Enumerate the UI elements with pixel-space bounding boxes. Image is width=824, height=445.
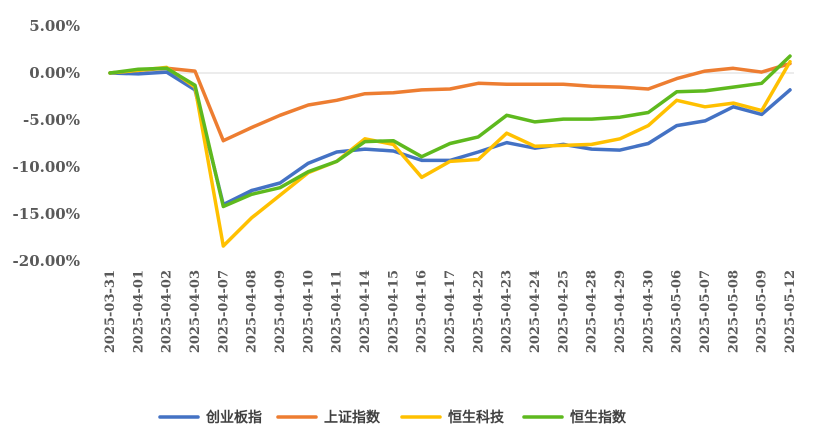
x-tick-label: 2025-04-03 <box>188 270 203 353</box>
x-tick-label: 2025-04-15 <box>386 270 401 353</box>
series-line-4 <box>108 54 792 209</box>
x-tick-label: 2025-04-25 <box>556 270 571 353</box>
legend-label: 创业板指 <box>205 409 262 426</box>
x-tick-label: 2025-04-24 <box>528 270 543 353</box>
legend-label: 恒生指数 <box>570 409 627 426</box>
x-tick-label: 2025-04-11 <box>330 270 345 353</box>
series-lines <box>108 54 792 248</box>
legend-item-1: 创业板指 <box>158 409 262 426</box>
x-tick-label: 2025-04-01 <box>131 270 146 353</box>
x-tick-label: 2025-05-07 <box>698 270 713 353</box>
x-tick-label: 2025-04-07 <box>216 270 231 353</box>
x-tick-label: 2025-05-12 <box>783 270 798 353</box>
x-tick-label: 2025-04-28 <box>585 270 600 353</box>
x-tick-label: 2025-04-30 <box>641 270 656 353</box>
legend-item-4: 恒生指数 <box>522 409 627 426</box>
x-tick-label: 2025-04-14 <box>358 270 373 353</box>
x-axis-ticks: 2025-03-31 2025-04-01 2025-04-02 2025-04-03… <box>103 270 798 353</box>
y-tick-label: 0.00% <box>29 64 80 82</box>
x-tick-label: 2025-04-23 <box>500 270 515 353</box>
x-tick-label: 2025-05-08 <box>726 270 741 353</box>
y-tick-label: -15.00% <box>13 205 80 223</box>
y-tick-label: 5.00% <box>29 17 80 35</box>
x-tick-label: 2025-04-29 <box>613 270 628 353</box>
series-line-2 <box>108 61 792 143</box>
x-tick-label: 2025-03-31 <box>103 270 118 353</box>
x-tick-label: 2025-05-09 <box>755 270 770 353</box>
y-tick-label: -20.00% <box>13 252 80 270</box>
x-tick-label: 2025-04-08 <box>245 270 260 353</box>
x-tick-label: 2025-04-02 <box>160 270 175 353</box>
legend: 创业板指 上证指数 恒生科技 恒生指数 <box>158 409 627 426</box>
y-tick-label: -10.00% <box>13 158 80 176</box>
x-tick-label: 2025-04-10 <box>301 270 316 353</box>
y-tick-label: -5.00% <box>23 111 80 129</box>
x-tick-label: 2025-04-16 <box>415 270 430 353</box>
legend-label: 上证指数 <box>324 409 381 426</box>
legend-item-3: 恒生科技 <box>400 409 505 426</box>
legend-item-2: 上证指数 <box>276 409 381 426</box>
legend-label: 恒生科技 <box>448 409 505 426</box>
y-axis-ticks: 5.00% 0.00% -5.00% -10.00% -15.00% -20.00% <box>13 17 80 270</box>
x-tick-label: 2025-04-17 <box>443 270 458 353</box>
x-tick-label: 2025-04-22 <box>471 270 486 353</box>
x-tick-label: 2025-05-06 <box>670 270 685 353</box>
x-tick-label: 2025-04-09 <box>273 270 288 353</box>
series-line-3 <box>108 59 792 248</box>
